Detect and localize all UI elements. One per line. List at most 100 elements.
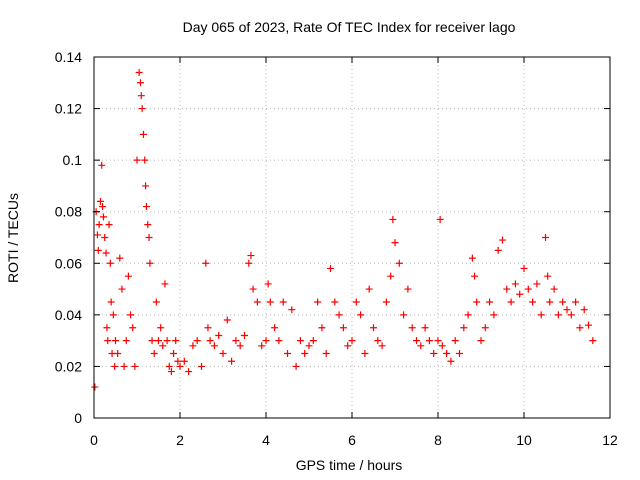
data-point: [529, 298, 537, 306]
data-point: [141, 156, 149, 164]
x-axis-label: GPS time / hours: [296, 457, 403, 473]
data-point: [157, 324, 165, 332]
data-point: [473, 298, 481, 306]
data-point: [163, 337, 171, 345]
data-point: [122, 337, 130, 345]
data-point: [533, 280, 541, 288]
data-point: [120, 362, 128, 370]
data-point: [389, 215, 397, 223]
data-point: [322, 350, 330, 358]
data-point: [301, 350, 309, 358]
data-point: [249, 285, 257, 293]
y-tick-label: 0.12: [55, 101, 82, 117]
data-point: [104, 337, 112, 345]
y-tick-label: 0: [74, 410, 82, 426]
data-point: [180, 357, 188, 365]
data-point: [490, 311, 498, 319]
x-tick-label: 2: [176, 432, 184, 448]
data-point: [357, 311, 365, 319]
data-point: [152, 298, 160, 306]
data-point: [264, 280, 272, 288]
data-point: [189, 342, 197, 350]
data-point: [111, 362, 119, 370]
data-point: [417, 342, 425, 350]
x-tick-label: 6: [348, 432, 356, 448]
data-point: [314, 298, 322, 306]
data-point: [150, 350, 158, 358]
data-point: [137, 92, 145, 100]
y-tick-label: 0.1: [63, 152, 83, 168]
data-point: [296, 337, 304, 345]
data-point: [99, 213, 107, 221]
x-tick-label: 12: [602, 432, 618, 448]
data-point: [572, 298, 580, 306]
data-point: [507, 298, 515, 306]
data-point: [436, 215, 444, 223]
data-point: [219, 350, 227, 358]
y-tick-label: 0.02: [55, 358, 82, 374]
y-tick-label: 0.14: [55, 49, 82, 65]
data-point: [103, 324, 111, 332]
data-point: [348, 337, 356, 345]
data-point: [309, 337, 317, 345]
data-point: [116, 254, 124, 262]
data-point: [425, 337, 433, 345]
x-tick-label: 0: [90, 432, 98, 448]
data-point: [146, 259, 154, 267]
data-point: [546, 298, 554, 306]
data-point: [503, 285, 511, 293]
x-tick-label: 4: [262, 432, 270, 448]
data-point: [374, 337, 382, 345]
data-point: [447, 357, 455, 365]
data-point: [352, 298, 360, 306]
data-point: [133, 156, 141, 164]
data-point: [138, 105, 146, 113]
data-point: [382, 298, 390, 306]
data-point: [174, 357, 182, 365]
data-point: [142, 203, 150, 211]
data-point: [542, 234, 549, 241]
data-point: [193, 337, 201, 345]
data-point: [339, 324, 347, 332]
data-point: [331, 298, 339, 306]
data-point: [391, 239, 399, 247]
data-point: [129, 324, 137, 332]
data-point: [95, 221, 103, 229]
data-point: [223, 316, 231, 324]
data-point: [170, 350, 178, 358]
data-point: [550, 285, 558, 293]
data-point: [94, 246, 102, 254]
data-point: [124, 272, 132, 280]
data-point: [481, 324, 489, 332]
data-point: [378, 342, 386, 350]
data-point: [451, 337, 459, 345]
data-point: [524, 285, 532, 293]
data-point: [563, 306, 571, 314]
data-point: [361, 350, 369, 358]
data-point: [172, 337, 180, 345]
data-point: [107, 298, 115, 306]
data-point: [438, 342, 446, 350]
data-point: [215, 331, 223, 339]
data-point: [284, 350, 291, 358]
x-tick-labels: 0 2 4 6 8 10 12: [90, 432, 618, 448]
data-point: [185, 368, 193, 376]
data-point: [460, 324, 468, 332]
y-tick-label: 0.06: [55, 255, 82, 271]
data-point: [400, 311, 408, 319]
data-point: [144, 221, 152, 229]
data-point: [585, 321, 592, 329]
data-point: [468, 254, 476, 262]
data-point: [159, 342, 167, 350]
y-axis-label: ROTI / TECUs: [5, 193, 21, 283]
data-point: [105, 221, 113, 229]
data-point: [511, 280, 519, 288]
data-point: [236, 342, 244, 350]
data-point: [292, 362, 300, 370]
data-point: [161, 280, 169, 288]
data-point: [198, 362, 205, 370]
x-tick-label: 8: [434, 432, 442, 448]
data-point: [167, 368, 175, 376]
data-point: [275, 337, 283, 345]
